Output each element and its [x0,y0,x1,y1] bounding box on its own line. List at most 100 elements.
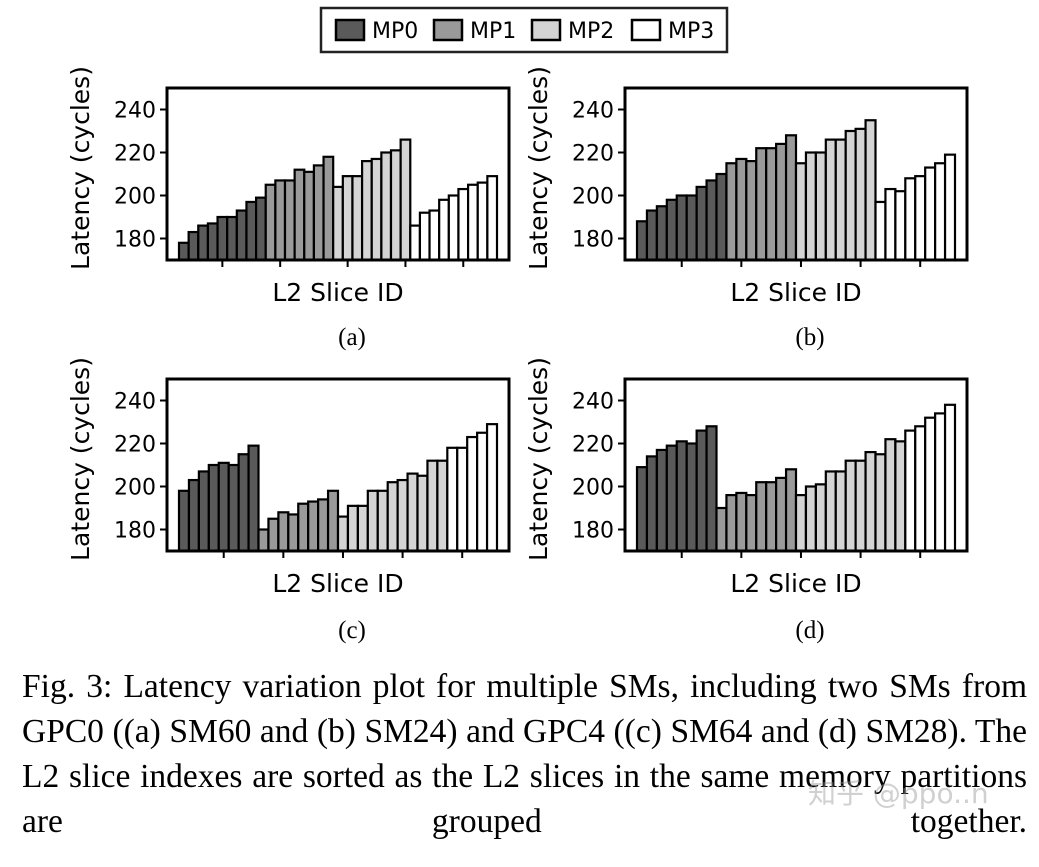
panel-d: 180 200 220 240 L2 Slice ID Latency (cycles) (… [524,357,969,644]
bar-b-mp1-3 [745,160,758,262]
bar-d-mp0-1 [635,466,649,553]
bar-c-mp2-10 [426,459,439,553]
bar-b-mp0-4 [665,198,678,262]
bar-b-mp0-3 [655,205,668,262]
ytick-label-b-180: 180 [572,228,614,253]
bar-b-mp0-7 [695,185,708,262]
bar-d-mp3-3 [924,416,937,553]
bar-b-mp1-1 [725,162,738,262]
legend-label-mp1: MP1 [470,19,516,44]
plot-frame-d [623,377,969,553]
bar-d-mp2-8 [864,451,877,553]
bar-a-mp0-5 [216,215,229,262]
bar-a-mp3-7 [466,183,479,262]
ytick-label-d-240: 240 [572,390,614,415]
bar-c-mp1-6 [307,500,320,553]
bar-b-mp2-6 [844,129,857,262]
bar-d-mp2-1 [794,494,808,553]
bar-d-mp1-1 [715,506,728,553]
bar-a-mp0-3 [197,224,210,262]
panel-a: 180 200 220 240 L2 Slice ID Latency (cycles) (… [66,66,511,351]
bar-c-mp0-2 [187,478,200,553]
bar-b-mp0-6 [685,194,698,262]
bar-d-mp0-6 [685,442,698,553]
panel-label-a: (a) [338,324,366,351]
bar-d-mp3-5 [943,403,957,553]
bar-b-mp1-4 [755,147,768,262]
panel-c: 180 200 220 240 L2 Slice ID Latency (cycles) (… [66,357,511,644]
bar-b-mp2-4 [824,138,837,262]
plot-frame-c [165,377,511,553]
bar-b-mp0-9 [715,172,728,262]
bar-c-mp2-8 [406,472,419,553]
bar-d-mp3-4 [934,412,947,553]
bar-c-mp2-7 [396,478,409,553]
y-axis-label-a: Latency (cycles) [66,66,95,270]
bar-b-mp3-1 [874,200,887,262]
bar-c-mp3-5 [485,423,499,553]
bar-c-mp2-9 [416,474,429,553]
x-axis-label-b: L2 Slice ID [730,278,861,307]
bar-b-mp2-5 [834,138,847,262]
bar-c-mp1-4 [287,513,300,553]
y-axis-label-b: Latency (cycles) [524,66,553,270]
bar-d-mp2-2 [804,485,817,553]
bar-b-mp3-6 [924,166,937,262]
ytick-label-c-220: 220 [114,433,156,458]
ytick-label-c-200: 200 [114,476,156,501]
bar-b-mp3-5 [914,175,927,262]
ytick-label-c-180: 180 [114,519,156,544]
plot-frame-b [623,86,969,262]
bar-d-mp3-2 [914,425,927,553]
bar-a-mp0-7 [235,209,248,262]
bar-c-mp3-1 [446,446,459,553]
bar-a-mp3-5 [447,194,460,262]
bar-a-mp3-1 [409,224,422,262]
bar-d-mp1-4 [745,494,758,553]
bar-a-mp0-6 [226,215,238,262]
bar-a-mp2-2 [341,175,354,262]
bar-a-mp3-4 [438,198,450,262]
bar-d-mp2-3 [814,483,827,553]
bar-b-mp1-2 [735,157,748,262]
bar-a-mp3-9 [486,175,499,262]
bar-a-mp3-6 [457,187,470,262]
bar-c-mp2-6 [386,481,399,553]
bar-d-mp2-9 [874,453,887,553]
bar-a-mp0-9 [254,196,267,262]
legend-swatch-mp0 [334,18,366,42]
bar-d-mp0-5 [675,440,688,553]
bar-c-mp0-8 [247,444,260,553]
bar-d-mp0-4 [665,444,678,553]
bar-d-mp0-8 [705,425,718,553]
bar-d-mp0-2 [645,455,658,553]
bar-d-mp1-3 [735,491,748,553]
bar-b-mp1-6 [775,142,788,262]
ytick-label-d-200: 200 [572,476,614,501]
bar-a-mp2-6 [380,151,393,262]
bar-c-mp1-2 [267,517,280,553]
bar-a-mp1-4 [293,168,306,262]
ytick-label-b-200: 200 [572,185,614,210]
bar-a-mp2-5 [370,157,383,262]
figure-canvas: MP0 MP1 MP2 MP3 180 200 220 240 L2 Slice ID Late… [66,6,969,644]
bar-c-mp0-3 [197,470,210,553]
ytick-label-a-180: 180 [114,228,156,253]
bar-c-mp2-5 [376,489,389,553]
bar-d-mp2-6 [844,459,857,553]
bar-c-mp2-4 [366,489,379,553]
bar-c-mp3-3 [466,435,479,553]
bar-a-mp2-8 [399,138,412,262]
bar-c-mp2-1 [336,515,350,553]
bar-b-mp1-7 [784,134,798,262]
bar-a-mp0-8 [245,200,258,262]
bar-a-mp0-1 [177,241,190,262]
figure-caption: Fig. 3: Latency variation plot for multi… [22,668,1027,840]
bar-a-mp1-5 [303,170,316,262]
bar-a-mp3-3 [428,209,441,262]
legend: MP0 MP1 MP2 MP3 [319,6,729,54]
ytick-label-b-240: 240 [572,99,614,124]
bar-d-mp3-1 [904,429,917,553]
x-axis-label-a: L2 Slice ID [272,278,403,307]
panel-label-d: (d) [795,617,824,644]
